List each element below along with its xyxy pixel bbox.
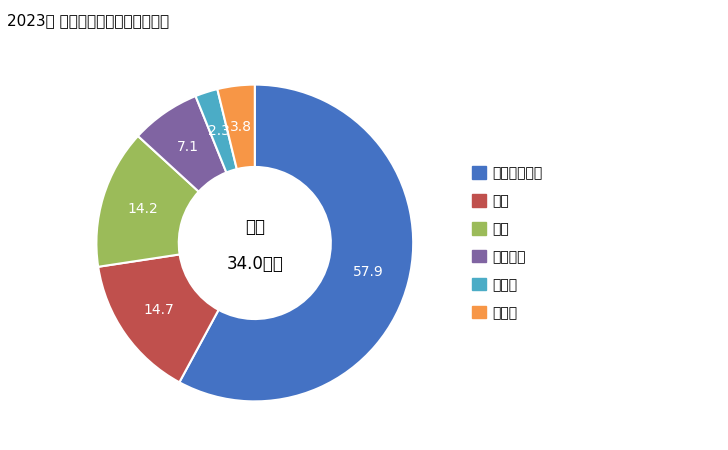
Legend: インドネシア, 中国, 韓国, イタリア, トルコ, その他: インドネシア, 中国, 韓国, イタリア, トルコ, その他: [467, 162, 547, 324]
Wedge shape: [96, 136, 199, 267]
Wedge shape: [98, 254, 218, 382]
Wedge shape: [138, 96, 226, 192]
Text: 14.2: 14.2: [127, 202, 158, 216]
Wedge shape: [179, 85, 414, 401]
Wedge shape: [196, 89, 237, 172]
Text: 2023年 輸入相手国のシェア（％）: 2023年 輸入相手国のシェア（％）: [7, 14, 170, 28]
Text: 7.1: 7.1: [177, 140, 199, 154]
Wedge shape: [218, 85, 255, 169]
Text: 34.0億円: 34.0億円: [226, 255, 283, 273]
Text: 57.9: 57.9: [353, 265, 384, 279]
Text: 14.7: 14.7: [143, 303, 174, 317]
Text: 2.3: 2.3: [208, 124, 230, 139]
Text: 3.8: 3.8: [230, 120, 252, 134]
Text: 総額: 総額: [245, 218, 265, 236]
